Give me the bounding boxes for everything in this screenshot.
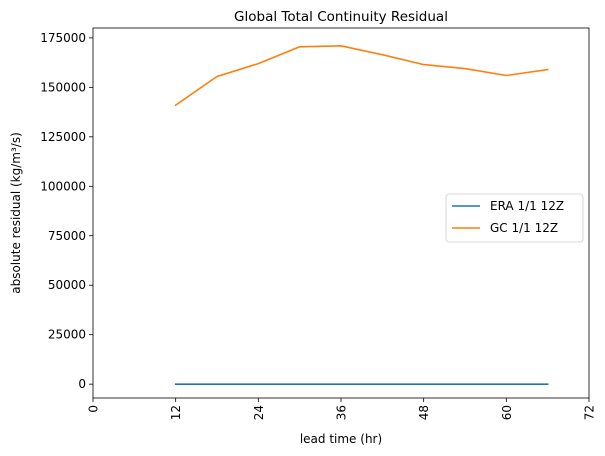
legend-entry-label: GC 1/1 12Z bbox=[490, 221, 558, 235]
legend-box bbox=[445, 193, 584, 243]
y-axis-label: absolute residual (kg/m³/s) bbox=[9, 132, 23, 294]
x-tick-label: 0 bbox=[87, 405, 101, 413]
x-tick-label: 12 bbox=[169, 405, 183, 420]
y-tick-label: 125000 bbox=[40, 130, 86, 144]
y-tick-label: 25000 bbox=[48, 328, 86, 342]
series-line-1 bbox=[174, 45, 549, 107]
x-tick-label: 24 bbox=[252, 405, 266, 420]
x-tick-label: 36 bbox=[335, 405, 349, 420]
y-tick-label: 0 bbox=[78, 377, 86, 391]
legend: ERA 1/1 12Z GC 1/1 12Z bbox=[445, 193, 584, 243]
y-tick-label: 50000 bbox=[48, 278, 86, 292]
x-tick-label: 48 bbox=[417, 405, 431, 420]
x-tick-label: 72 bbox=[583, 405, 597, 420]
x-tick-label: 60 bbox=[500, 405, 514, 420]
x-axis-label: lead time (hr) bbox=[300, 432, 382, 446]
chart-title: Global Total Continuity Residual bbox=[234, 9, 448, 25]
y-tick-label: 75000 bbox=[48, 229, 86, 243]
plot-lines bbox=[174, 45, 549, 385]
x-axis-ticks: 0 12 24 36 48 60 72 bbox=[87, 398, 597, 420]
y-tick-label: 100000 bbox=[40, 179, 86, 193]
legend-entry-label: ERA 1/1 12Z bbox=[490, 199, 564, 213]
y-axis-ticks: 0 25000 50000 75000 100000 125000 150000 175000 bbox=[40, 31, 93, 391]
y-tick-label: 150000 bbox=[40, 80, 86, 94]
y-tick-label: 175000 bbox=[40, 31, 86, 45]
